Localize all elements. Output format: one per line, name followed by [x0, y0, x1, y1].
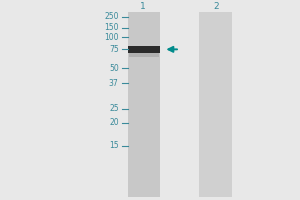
Text: 100: 100 — [104, 33, 118, 42]
Bar — [129, 53, 159, 57]
Text: 50: 50 — [109, 64, 118, 73]
Text: 75: 75 — [109, 45, 118, 54]
Text: 20: 20 — [109, 118, 118, 127]
Text: 37: 37 — [109, 79, 118, 88]
Text: 250: 250 — [104, 12, 118, 21]
Text: 1: 1 — [140, 2, 146, 11]
Text: 15: 15 — [109, 141, 118, 150]
Text: 25: 25 — [109, 104, 118, 113]
Bar — [128, 12, 160, 197]
Text: 2: 2 — [213, 2, 218, 11]
Bar — [128, 46, 160, 53]
Text: 150: 150 — [104, 23, 118, 32]
Bar — [199, 12, 232, 197]
